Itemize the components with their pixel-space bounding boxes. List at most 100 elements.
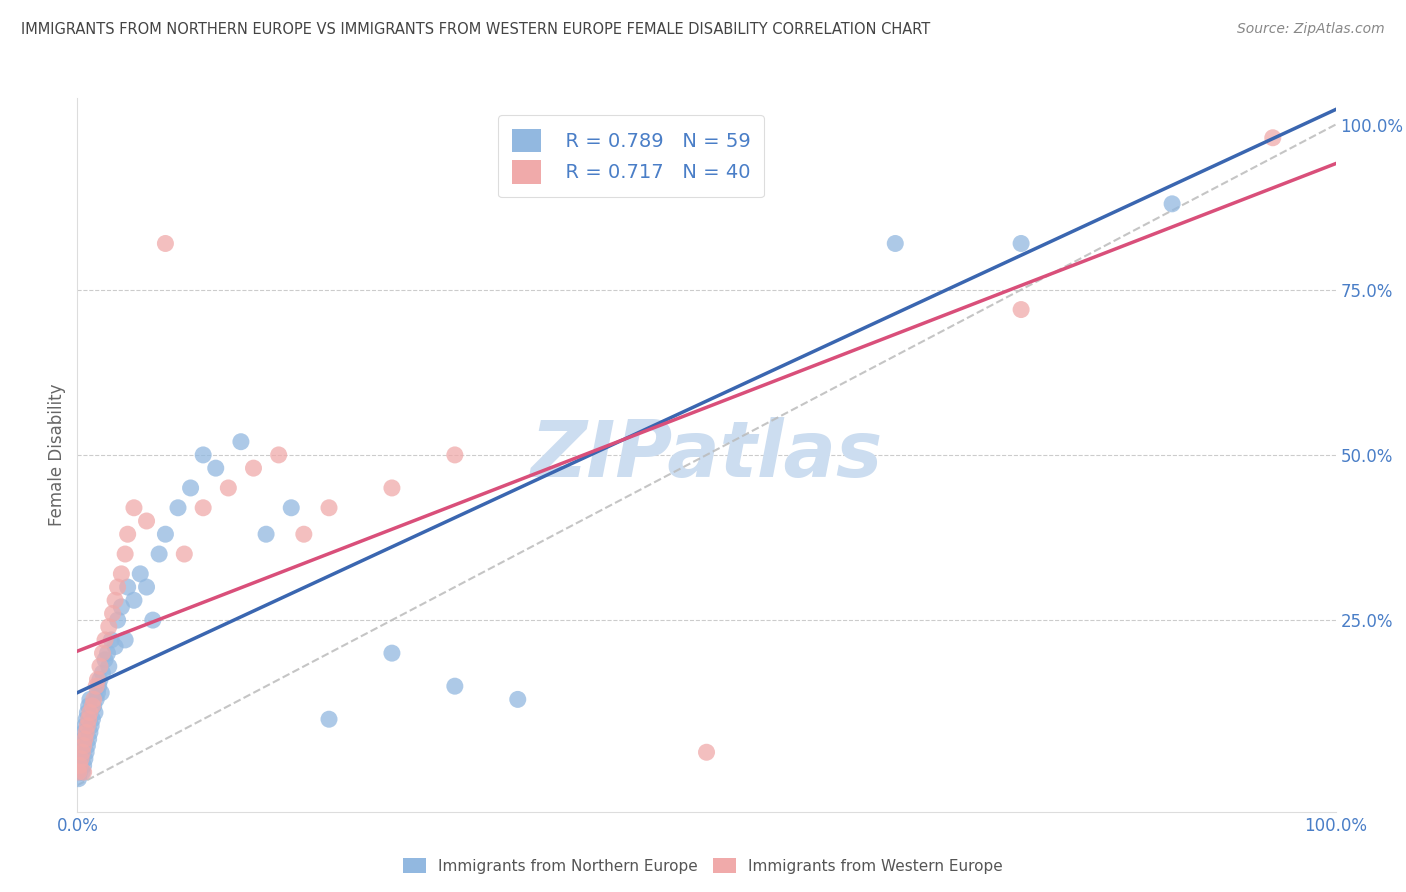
Point	[107, 613, 129, 627]
Point	[444, 679, 467, 693]
Legend: Immigrants from Northern Europe, Immigrants from Western Europe: Immigrants from Northern Europe, Immigra…	[396, 852, 1010, 880]
Point	[70, 745, 93, 759]
Point	[104, 593, 127, 607]
Text: IMMIGRANTS FROM NORTHERN EUROPE VS IMMIGRANTS FROM WESTERN EUROPE FEMALE DISABIL: IMMIGRANTS FROM NORTHERN EUROPE VS IMMIG…	[21, 22, 931, 37]
Point	[280, 500, 302, 515]
Point	[77, 712, 100, 726]
Point	[101, 607, 124, 621]
Point	[67, 765, 90, 780]
Point	[80, 719, 103, 733]
Point	[242, 461, 264, 475]
Point	[381, 481, 404, 495]
Point	[73, 719, 96, 733]
Point	[884, 236, 907, 251]
Point	[696, 745, 718, 759]
Point	[173, 547, 195, 561]
Point	[100, 632, 122, 647]
Point	[72, 739, 94, 753]
Point	[76, 739, 98, 753]
Point	[70, 752, 93, 766]
Point	[107, 580, 129, 594]
Point	[135, 580, 157, 594]
Point	[91, 646, 114, 660]
Point	[70, 752, 93, 766]
Point	[94, 632, 117, 647]
Point	[77, 732, 100, 747]
Point	[67, 772, 90, 786]
Point	[84, 679, 107, 693]
Point	[148, 547, 170, 561]
Point	[72, 725, 94, 739]
Point	[217, 481, 239, 495]
Point	[142, 613, 165, 627]
Point	[72, 732, 94, 747]
Point	[110, 566, 132, 581]
Point	[72, 758, 94, 772]
Point	[94, 653, 117, 667]
Point	[204, 461, 226, 475]
Point	[117, 580, 139, 594]
Point	[444, 448, 467, 462]
Point	[117, 527, 139, 541]
Point	[97, 620, 120, 634]
Point	[97, 659, 120, 673]
Point	[69, 758, 91, 772]
Point	[84, 692, 107, 706]
Point	[180, 481, 202, 495]
Point	[86, 673, 108, 687]
Point	[381, 646, 404, 660]
Point	[91, 665, 114, 680]
Legend:   R = 0.789   N = 59,   R = 0.717   N = 40: R = 0.789 N = 59, R = 0.717 N = 40	[498, 115, 763, 197]
Point	[79, 692, 101, 706]
Point	[87, 679, 110, 693]
Point	[72, 739, 94, 753]
Point	[135, 514, 157, 528]
Point	[82, 698, 104, 713]
Point	[122, 500, 145, 515]
Point	[1010, 236, 1032, 251]
Point	[191, 500, 215, 515]
Point	[90, 686, 112, 700]
Point	[167, 500, 190, 515]
Point	[75, 745, 97, 759]
Point	[292, 527, 315, 541]
Point	[76, 706, 98, 720]
Point	[82, 712, 104, 726]
Point	[506, 692, 529, 706]
Point	[73, 752, 96, 766]
Point	[89, 673, 111, 687]
Point	[129, 566, 152, 581]
Point	[79, 725, 101, 739]
Point	[155, 236, 177, 251]
Text: ZIPatlas: ZIPatlas	[530, 417, 883, 493]
Point	[72, 765, 94, 780]
Point	[254, 527, 277, 541]
Point	[267, 448, 290, 462]
Text: Source: ZipAtlas.com: Source: ZipAtlas.com	[1237, 22, 1385, 37]
Y-axis label: Female Disability: Female Disability	[48, 384, 66, 526]
Point	[122, 593, 145, 607]
Point	[318, 712, 340, 726]
Point	[1161, 197, 1184, 211]
Point	[75, 712, 97, 726]
Point	[83, 698, 105, 713]
Point	[104, 640, 127, 654]
Point	[72, 745, 94, 759]
Point	[76, 719, 98, 733]
Point	[72, 765, 94, 780]
Point	[79, 706, 101, 720]
Point	[86, 686, 108, 700]
Point	[318, 500, 340, 515]
Point	[69, 765, 91, 780]
Point	[114, 632, 136, 647]
Point	[114, 547, 136, 561]
Point	[1010, 302, 1032, 317]
Point	[191, 448, 215, 462]
Point	[110, 599, 132, 614]
Point	[96, 646, 118, 660]
Point	[77, 698, 100, 713]
Point	[69, 758, 91, 772]
Point	[155, 527, 177, 541]
Point	[75, 725, 97, 739]
Point	[84, 706, 107, 720]
